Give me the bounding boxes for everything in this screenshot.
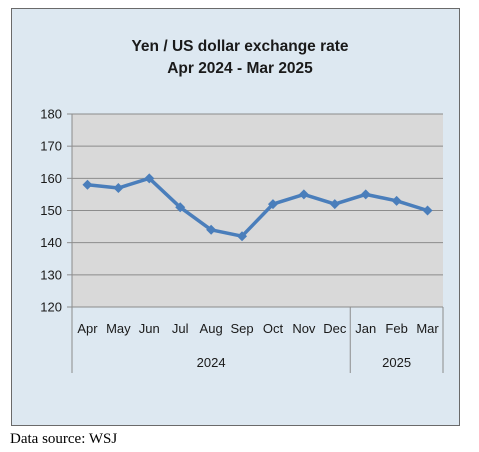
x-axis: Apr May Jun Jul Aug Sep Oct Nov Dec Jan Feb Mar 2024… [71,306,444,373]
y-tick-label: 120 [40,300,62,315]
data-point-Apr [82,179,93,190]
y-tick-label: 140 [40,235,62,250]
chart-title: Yen / US dollar exchange rate [131,38,348,55]
y-tick-label: 150 [40,203,62,218]
data-point-Aug [206,224,217,235]
data-point-Oct [267,199,278,210]
y-tick-label: 130 [40,267,62,282]
data-point-Jan [360,189,371,200]
x-tick-label: Apr [77,321,98,336]
x-tick-label: Jul [172,321,189,336]
x-tick-label: Aug [200,321,223,336]
data-point-Jun [144,173,155,184]
chart-subtitle: Apr 2024 - Mar 2025 [167,60,313,77]
x-tick-label: Jun [139,321,160,336]
x-tick-label: May [106,321,131,336]
data-point-Feb [391,195,402,206]
x-tick-label: Oct [263,321,284,336]
x-tick-label: Nov [292,321,316,336]
data-point-Mar [422,205,433,216]
y-tick-label: 170 [40,139,62,154]
series [82,173,433,242]
gridlines [72,113,443,308]
x-tick-label: Feb [385,321,407,336]
data-point-May [113,182,124,193]
y-tick-label: 180 [40,107,62,122]
data-point-Nov [298,189,309,200]
data-point-Sep [237,231,248,242]
y-tick-label: 160 [40,171,62,186]
x-tick-label: Jan [355,321,376,336]
data-point-Jul [175,202,186,213]
series-line [87,176,429,238]
x-tick-label: Dec [323,321,347,336]
x-tick-label: Sep [230,321,253,336]
x-tick-label: Mar [416,321,439,336]
data-source-note: Data source: WSJ [10,431,118,447]
y-axis: 120 130 140 150 160 170 180 [40,107,73,315]
x-group-label: 2024 [197,355,226,370]
x-group-label: 2025 [382,355,411,370]
data-point-Dec [329,199,340,210]
